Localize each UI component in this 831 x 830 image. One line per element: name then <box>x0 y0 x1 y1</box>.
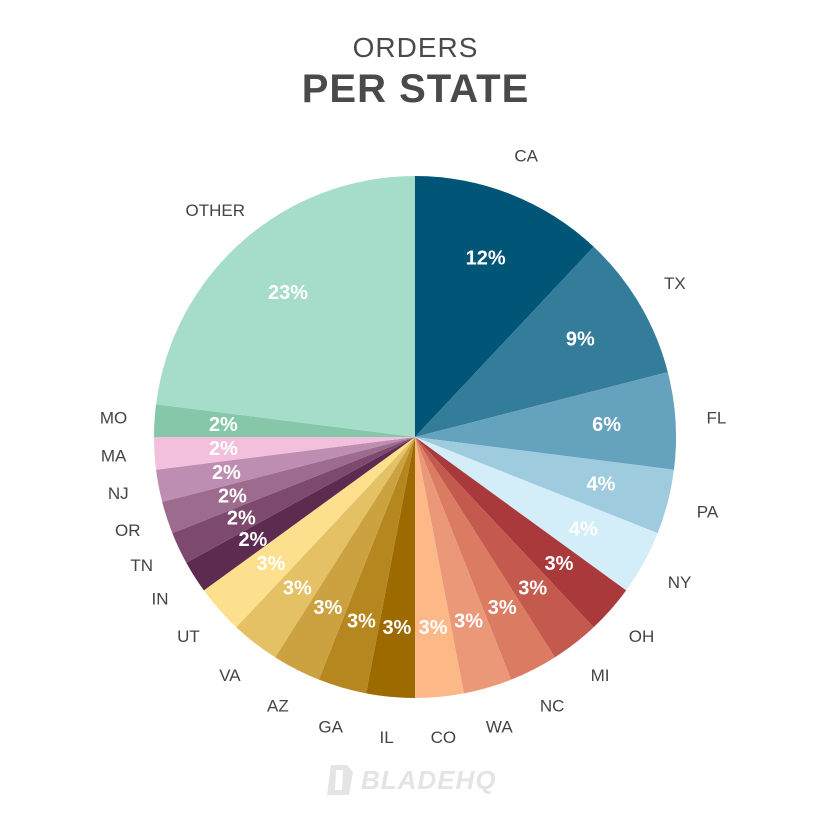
state-label-other: OTHER <box>186 201 246 220</box>
bladehq-logo: BLADEHQ <box>325 763 497 797</box>
percent-labels: 12%9%6%4%4%3%3%3%3%3%3%3%3%3%3%2%2%2%2%2… <box>209 248 621 640</box>
state-label-ga: GA <box>318 718 343 737</box>
pie-slice-il <box>366 437 415 698</box>
percent-label-ma: 2% <box>209 438 238 460</box>
percent-label-ut: 3% <box>257 553 286 575</box>
percent-label-nc: 3% <box>488 597 517 619</box>
pie-slice-fl <box>415 372 676 470</box>
chart-title-main: PER STATE <box>301 67 530 111</box>
chart-title-top: ORDERS <box>352 32 479 63</box>
state-label-fl: FL <box>706 409 726 428</box>
pie-slice-ma <box>154 437 415 470</box>
state-label-il: IL <box>380 728 394 747</box>
state-label-or: OR <box>115 521 141 540</box>
percent-label-wa: 3% <box>454 610 483 632</box>
pie-slice-mo <box>154 404 415 437</box>
percent-label-oh: 3% <box>545 553 574 575</box>
percent-label-ny: 4% <box>569 519 598 541</box>
percent-label-nj: 2% <box>212 462 241 484</box>
percent-label-mo: 2% <box>209 414 238 436</box>
state-label-va: VA <box>219 666 241 685</box>
state-label-ma: MA <box>101 447 127 466</box>
pie-slice-tn <box>172 437 415 563</box>
percent-label-or: 2% <box>218 485 247 507</box>
pie-slice-wa <box>415 437 512 694</box>
pie-slice-pa <box>415 437 674 534</box>
state-label-nj: NJ <box>108 484 129 503</box>
pie-slice-nj <box>156 437 415 502</box>
percent-label-az: 3% <box>313 597 342 619</box>
pie-slice-in <box>186 437 415 591</box>
percent-label-ga: 3% <box>347 610 376 632</box>
percent-label-ca: 12% <box>466 248 506 270</box>
state-label-ut: UT <box>177 627 200 646</box>
pie-slice-va <box>236 437 415 658</box>
pie-slices <box>154 176 676 698</box>
chart-title: ORDERS PER STATE <box>0 30 831 112</box>
percent-label-co: 3% <box>419 617 448 639</box>
state-label-co: CO <box>431 728 457 747</box>
pie-slice-other <box>156 176 415 437</box>
pie-slice-tx <box>415 246 668 437</box>
logo-text: BLADEHQ <box>361 764 497 795</box>
state-label-in: IN <box>152 589 169 608</box>
state-label-ca: CA <box>514 147 538 166</box>
pie-slice-ga <box>318 437 415 694</box>
percent-label-fl: 6% <box>592 414 621 436</box>
state-label-wa: WA <box>486 718 513 737</box>
pie-slice-ca <box>415 176 594 437</box>
state-label-pa: PA <box>697 503 719 522</box>
state-label-mo: MO <box>100 409 127 428</box>
percent-label-pa: 4% <box>587 474 616 496</box>
percent-label-tx: 9% <box>566 328 595 350</box>
percent-label-mi: 3% <box>518 578 547 600</box>
pie-slice-nc <box>415 437 555 680</box>
pie-slice-az <box>275 437 415 680</box>
pie-slice-mi <box>415 437 594 658</box>
state-label-oh: OH <box>629 627 655 646</box>
pie-slice-or <box>162 437 415 534</box>
percent-label-il: 3% <box>382 617 411 639</box>
state-label-mi: MI <box>591 666 610 685</box>
state-label-ny: NY <box>668 573 692 592</box>
state-labels: CA TX FL PA NY OH MI NC WA CO IL GA AZ VA UT IN TN OR NJ MA… <box>100 147 726 748</box>
percent-label-in: 2% <box>238 529 267 551</box>
blade-logo-icon <box>327 765 353 795</box>
pie-slice-ut <box>203 437 415 628</box>
percent-label-va: 3% <box>283 578 312 600</box>
state-label-tn: TN <box>130 556 153 575</box>
pie-slice-ny <box>415 437 658 591</box>
percent-label-tn: 2% <box>227 508 256 530</box>
state-label-az: AZ <box>267 697 289 716</box>
state-label-tx: TX <box>664 274 686 293</box>
pie-slice-oh <box>415 437 627 628</box>
state-label-nc: NC <box>540 697 565 716</box>
percent-label-other: 23% <box>268 282 308 304</box>
pie-slice-co <box>415 437 464 698</box>
